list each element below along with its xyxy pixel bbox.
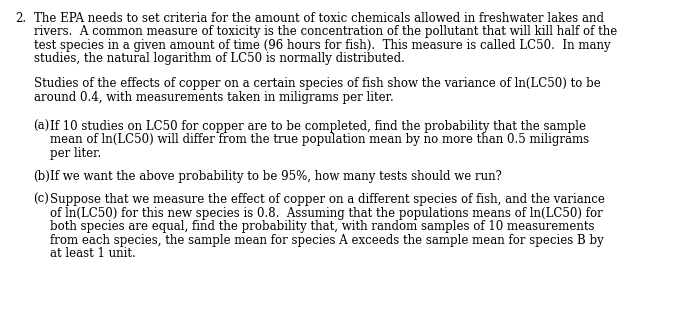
Text: both species are equal, find the probability that, with random samples of 10 mea: both species are equal, find the probabi… — [50, 220, 594, 233]
Text: If we want the above probability to be 95%, how many tests should we run?: If we want the above probability to be 9… — [50, 170, 502, 183]
Text: rivers.  A common measure of toxicity is the concentration of the pollutant that: rivers. A common measure of toxicity is … — [34, 25, 617, 38]
Text: test species in a given amount of time (96 hours for fish).  This measure is cal: test species in a given amount of time (… — [34, 39, 610, 52]
Text: 2.: 2. — [15, 12, 27, 24]
Text: If 10 studies on LC50 for copper are to be completed, find the probability that : If 10 studies on LC50 for copper are to … — [50, 120, 586, 133]
Text: at least 1 unit.: at least 1 unit. — [50, 247, 135, 260]
Text: mean of ln(LC50) will differ from the true population mean by no more than 0.5 m: mean of ln(LC50) will differ from the tr… — [50, 133, 589, 146]
Text: studies, the natural logarithm of LC50 is normally distributed.: studies, the natural logarithm of LC50 i… — [34, 52, 404, 65]
Text: (a): (a) — [34, 120, 50, 133]
Text: Studies of the effects of copper on a certain species of fish show the variance : Studies of the effects of copper on a ce… — [34, 77, 600, 90]
Text: of ln(LC50) for this new species is 0.8.  Assuming that the populations means of: of ln(LC50) for this new species is 0.8.… — [50, 207, 602, 219]
Text: The EPA needs to set criteria for the amount of toxic chemicals allowed in fresh: The EPA needs to set criteria for the am… — [34, 12, 604, 24]
Text: Suppose that we measure the effect of copper on a different species of fish, and: Suppose that we measure the effect of co… — [50, 193, 604, 206]
Text: (b): (b) — [34, 170, 50, 183]
Text: per liter.: per liter. — [50, 147, 101, 160]
Text: from each species, the sample mean for species A exceeds the sample mean for spe: from each species, the sample mean for s… — [50, 234, 603, 247]
Text: around 0.4, with measurements taken in miligrams per liter.: around 0.4, with measurements taken in m… — [34, 90, 393, 104]
Text: (c): (c) — [34, 193, 50, 206]
